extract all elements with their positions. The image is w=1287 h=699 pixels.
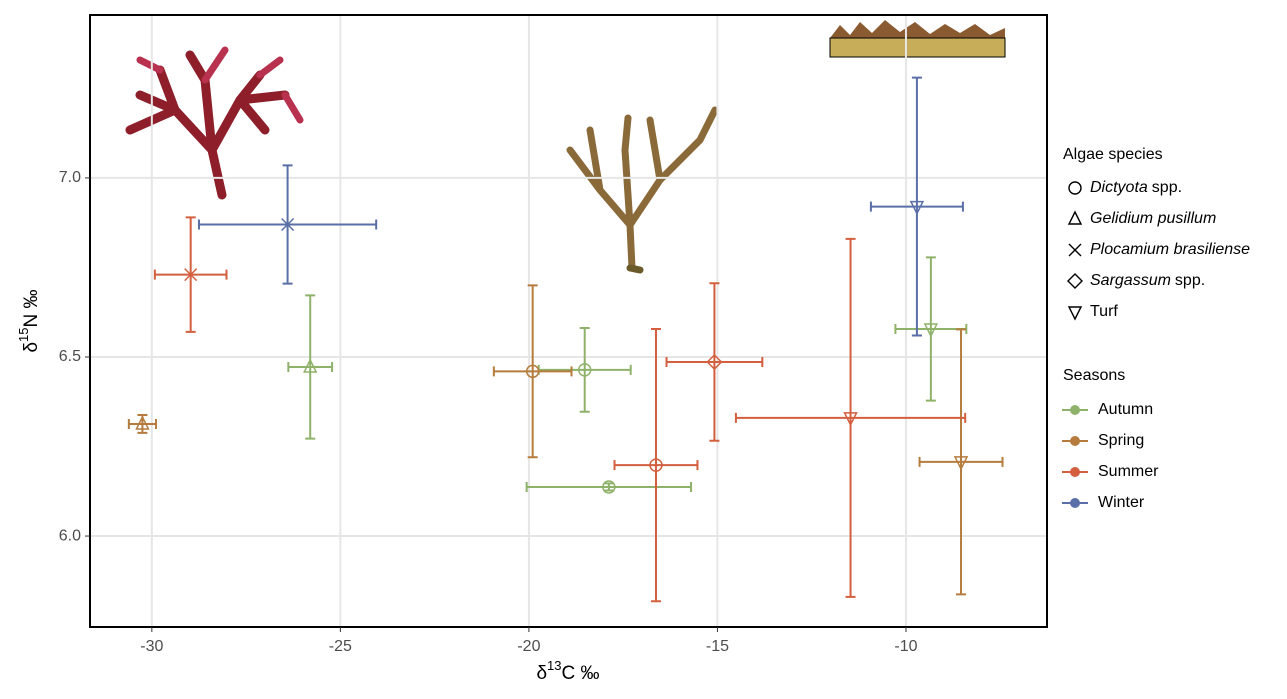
point <box>923 323 939 338</box>
species-suffix: spp. <box>1175 272 1205 289</box>
species-legend-label: Gelidium pusillum <box>1090 210 1216 227</box>
legend-dot <box>1070 436 1080 446</box>
x-tick-label: -25 <box>329 638 352 655</box>
species-suffix: Turf <box>1090 303 1118 320</box>
plot-frame <box>89 14 1048 628</box>
legend-dot <box>1070 467 1080 477</box>
y-axis-label: δ15N ‰ <box>16 289 42 352</box>
y-tick-label: 7.0 <box>59 169 81 186</box>
point <box>1067 273 1083 289</box>
x-error-bar <box>869 201 964 212</box>
x-error-bar <box>613 460 699 471</box>
point <box>577 363 592 377</box>
turf-illustration <box>829 20 1006 58</box>
point <box>302 358 318 373</box>
x-error-bar <box>492 366 573 377</box>
point <box>953 456 969 471</box>
x-tick-label: -15 <box>706 638 729 655</box>
x-error-bar <box>665 357 764 368</box>
species-legend-label: Turf <box>1090 303 1118 320</box>
species-legend-label: Dictyota spp. <box>1090 179 1182 196</box>
legend-dot <box>1070 405 1080 415</box>
species-name: Plocamium brasiliense <box>1090 241 1250 258</box>
y-label-prefix: δ <box>21 342 42 353</box>
point <box>184 268 198 282</box>
point <box>1068 181 1082 195</box>
y-label-sup: 15 <box>16 327 31 341</box>
legend-dot <box>1070 498 1080 508</box>
brown-alga-illustration <box>566 106 719 274</box>
species-suffix: spp. <box>1152 179 1182 196</box>
point <box>602 480 616 494</box>
point <box>1067 306 1083 321</box>
point <box>1067 210 1083 225</box>
point <box>1068 243 1082 257</box>
point <box>706 353 723 371</box>
y-tick-label: 6.5 <box>59 348 81 365</box>
point <box>843 412 858 427</box>
x-error-bar <box>894 324 968 335</box>
point <box>135 415 150 430</box>
x-error-bar <box>525 481 693 492</box>
species-legend-label: Plocamium brasiliense <box>1090 241 1250 258</box>
point <box>525 364 540 379</box>
season-legend-title: Seasons <box>1063 367 1125 384</box>
species-name: Sargassum <box>1090 272 1171 289</box>
species-legend-label: Sargassum spp. <box>1090 272 1205 289</box>
legend-label: Summer <box>1098 463 1159 480</box>
x-tick-label: -20 <box>517 638 540 655</box>
point <box>909 200 925 216</box>
legend-label: Autumn <box>1098 401 1153 418</box>
y-tick-label: 6.0 <box>59 527 81 544</box>
x-label-sup: 13 <box>547 658 561 673</box>
x-label-text: C ‰ <box>562 663 600 684</box>
legend-label: Spring <box>1098 432 1144 449</box>
point <box>649 458 663 472</box>
x-tick-label: -10 <box>894 638 917 655</box>
x-axis-label: δ13C ‰ <box>536 658 599 684</box>
legend-label: Winter <box>1098 494 1145 511</box>
x-error-bar <box>287 362 334 373</box>
point <box>281 217 295 232</box>
x-tick-label: -30 <box>140 638 163 655</box>
x-error-bar <box>127 418 157 429</box>
x-label-prefix: δ <box>536 663 547 684</box>
species-name: Gelidium pusillum <box>1090 210 1216 227</box>
red-alga-illustration <box>125 46 304 200</box>
species-name: Dictyota <box>1090 179 1148 196</box>
x-error-bar <box>734 412 967 423</box>
species-legend-title: Algae species <box>1063 146 1163 163</box>
y-label-text: N ‰ <box>21 289 42 327</box>
x-error-bar <box>918 456 1004 467</box>
